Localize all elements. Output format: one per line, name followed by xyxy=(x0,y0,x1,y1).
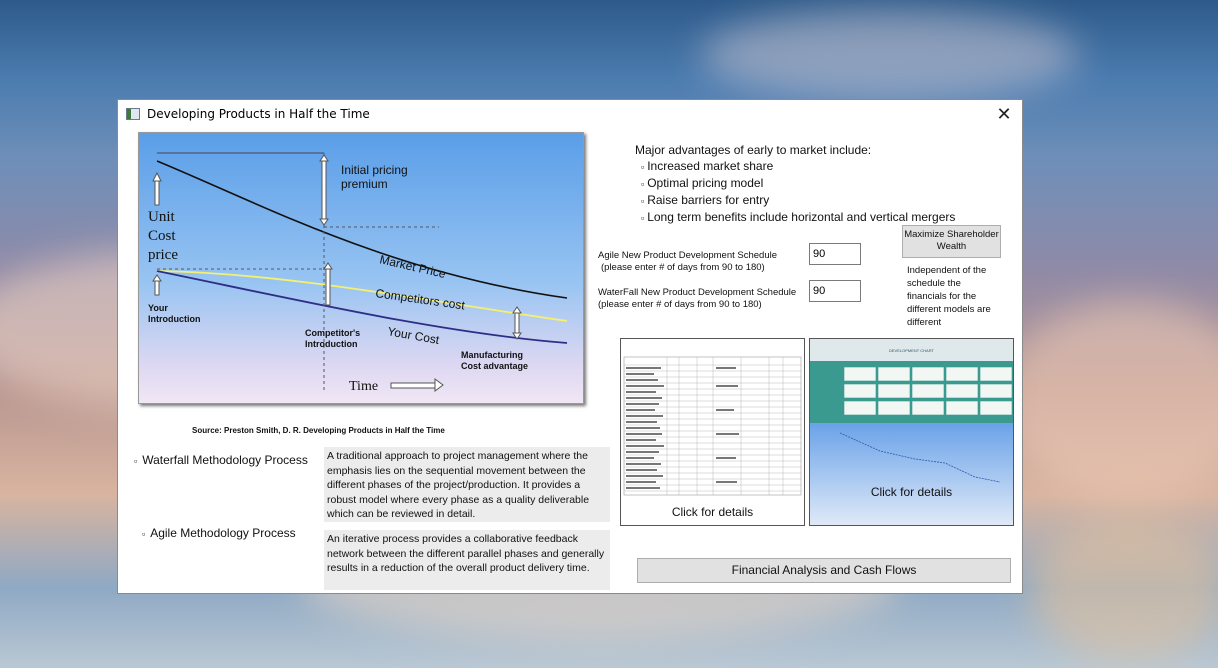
your-introduction-label: Introduction xyxy=(148,314,201,324)
development-chart-thumbnail[interactable]: DEVELOPMENT CHART Click for details xyxy=(809,338,1014,526)
competitors-introduction-label: Competitor's xyxy=(305,328,360,338)
schedule-table-thumbnail[interactable]: Click for details xyxy=(620,338,805,526)
waterfall-description: A traditional approach to project manage… xyxy=(324,447,610,522)
your-introduction-label: Your xyxy=(148,303,168,313)
svg-text:Your Introduction: Your Introduction Competitor's Introduct… xyxy=(148,303,528,371)
svg-text:Unit Cost pric: Unit Cost price xyxy=(148,209,179,263)
axis-label-line: Unit xyxy=(148,209,176,225)
manufacturing-label: Cost advantage xyxy=(461,361,528,371)
cost-price-illustration: Unit Cost price Initial pricing premium … xyxy=(139,133,583,403)
title-bar: Developing Products in Half the Time ✕ xyxy=(118,100,1022,130)
advantages-heading: Major advantages of early to market incl… xyxy=(635,143,872,157)
agile-description: An iterative process provides a collabor… xyxy=(324,530,610,590)
cloud xyxy=(700,10,1080,100)
bullet-icon: ▫ xyxy=(641,213,645,223)
manufacturing-label: Manufacturing xyxy=(461,350,523,360)
cost-price-figure: Unit Cost price Initial pricing premium … xyxy=(138,132,584,404)
app-window: Developing Products in Half the Time ✕ xyxy=(117,99,1023,594)
bullet-icon: ▫ xyxy=(142,529,146,539)
development-chart-image xyxy=(810,339,1013,525)
initial-pricing-label: Initial pricing xyxy=(341,163,408,177)
initial-pricing-label: premium xyxy=(341,177,388,191)
cloud xyxy=(1000,300,1218,500)
maximize-shareholder-wealth-button[interactable]: Maximize Shareholder Wealth xyxy=(902,225,1001,258)
thumbnail-caption: Click for details xyxy=(671,505,754,519)
financials-note: Independent of the schedule the financia… xyxy=(907,265,991,328)
agile-methodology-label[interactable]: ▫ Agile Methodology Process xyxy=(142,526,296,540)
axis-label-line: price xyxy=(148,247,178,263)
list-item: ▫ Optimal pricing model xyxy=(641,176,764,190)
window-title: Developing Products in Half the Time xyxy=(147,107,370,121)
axis-label-line: Cost xyxy=(148,228,176,244)
your-cost-curve xyxy=(156,270,568,344)
development-chart-header: DEVELOPMENT CHART xyxy=(889,348,934,353)
bullet-icon: ▫ xyxy=(641,196,645,206)
schedule-table-image xyxy=(623,356,802,496)
list-item: ▫ Increased market share xyxy=(641,159,774,173)
cloud xyxy=(1030,520,1218,660)
agile-schedule-label: Agile New Product Development Schedule (… xyxy=(598,250,778,273)
svg-text:Initial pricing premiu: Initial pricing premium xyxy=(341,163,411,191)
source-citation: Source: Preston Smith, D. R. Developing … xyxy=(192,426,445,435)
advantages-list: Major advantages of early to market incl… xyxy=(635,142,955,226)
thumbnail-caption: Click for details xyxy=(870,485,953,499)
bullet-icon: ▫ xyxy=(641,162,645,172)
close-button[interactable]: ✕ xyxy=(996,104,1012,125)
waterfall-days-input[interactable] xyxy=(809,280,861,302)
bullet-icon: ▫ xyxy=(641,179,645,189)
competitors-introduction-label: Introduction xyxy=(305,339,358,349)
time-axis-label: Time xyxy=(349,379,378,394)
list-item: ▫ Raise barriers for entry xyxy=(641,193,770,207)
financial-analysis-button[interactable]: Financial Analysis and Cash Flows xyxy=(637,558,1011,583)
bullet-icon: ▫ xyxy=(134,456,138,466)
agile-days-input[interactable] xyxy=(809,243,861,265)
app-icon xyxy=(126,108,140,120)
waterfall-methodology-label[interactable]: ▫ Waterfall Methodology Process xyxy=(134,453,308,467)
market-price-curve xyxy=(156,160,568,299)
waterfall-schedule-label: WaterFall New Product Development Schedu… xyxy=(598,287,797,310)
list-item: ▫ Long term benefits include horizontal a… xyxy=(641,210,956,224)
